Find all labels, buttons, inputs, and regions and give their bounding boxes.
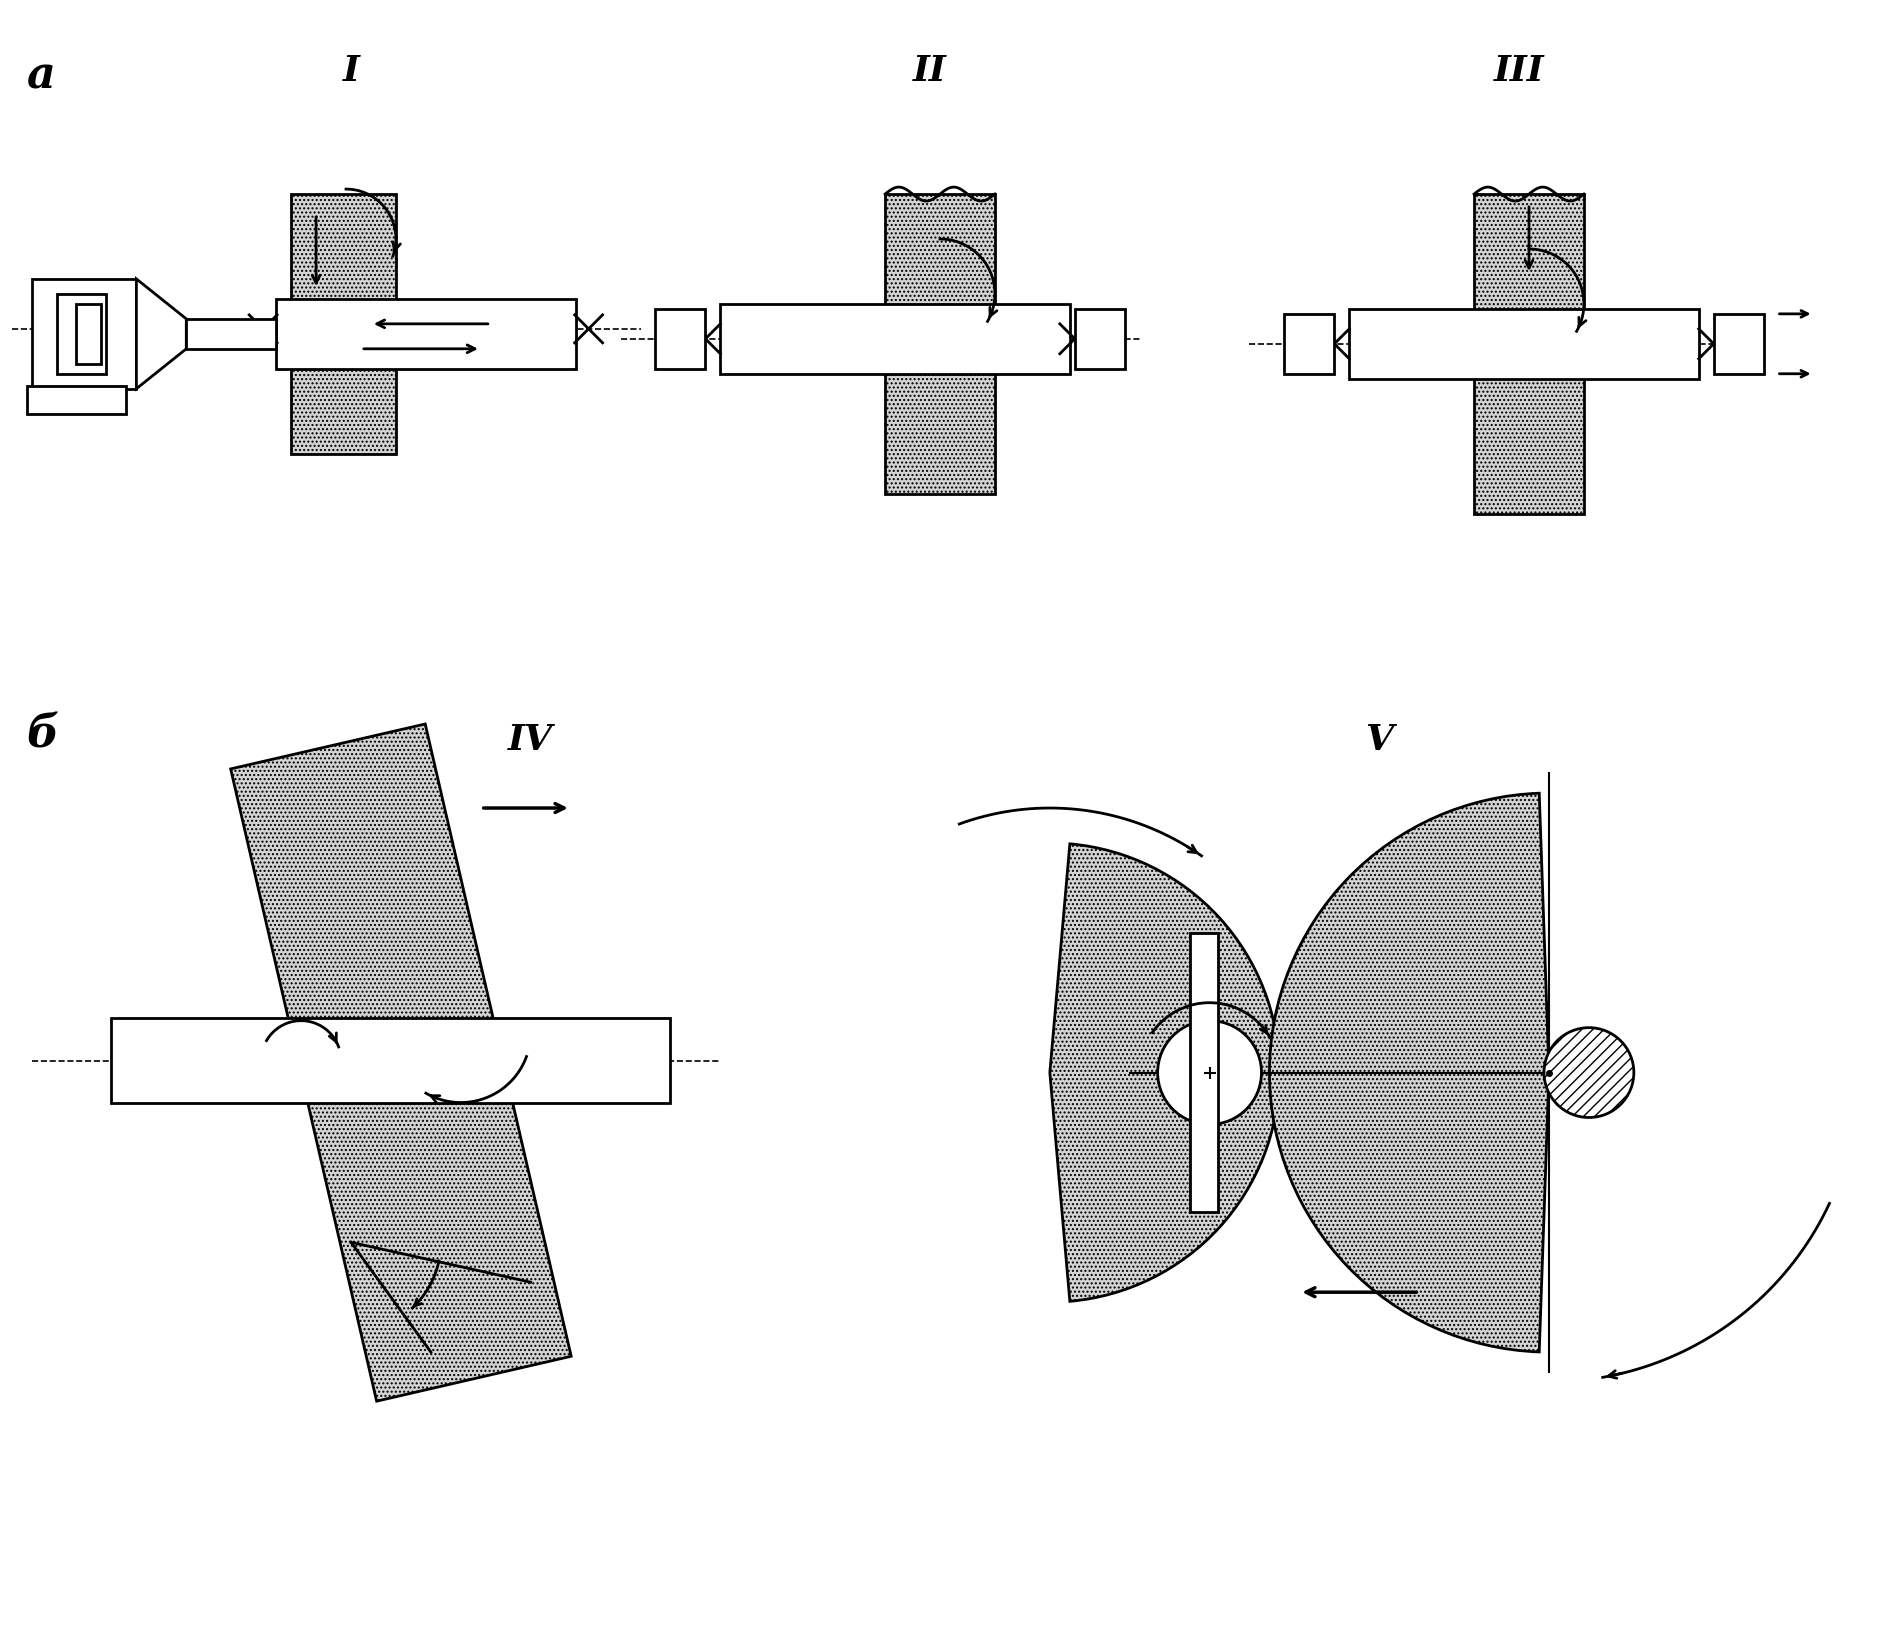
Bar — [884, 194, 995, 493]
Bar — [655, 309, 706, 368]
Wedge shape — [1270, 794, 1549, 1352]
Bar — [1285, 314, 1334, 373]
Circle shape — [1543, 1027, 1634, 1117]
Bar — [57, 294, 106, 373]
Bar — [27, 386, 127, 414]
Bar — [1074, 309, 1126, 368]
Bar — [76, 304, 101, 363]
Text: a: a — [27, 54, 55, 97]
Bar — [721, 304, 1070, 373]
Polygon shape — [137, 279, 186, 389]
Bar — [112, 1017, 670, 1102]
Bar — [1349, 309, 1699, 380]
Text: IV: IV — [509, 723, 552, 757]
Text: б: б — [27, 713, 59, 756]
Text: I: I — [342, 54, 359, 89]
Bar — [275, 299, 575, 368]
Text: III: III — [1494, 54, 1545, 89]
Bar — [32, 279, 137, 389]
Wedge shape — [1050, 845, 1279, 1301]
Polygon shape — [232, 725, 571, 1401]
Text: V: V — [1365, 723, 1393, 757]
Bar — [186, 319, 275, 348]
Bar — [1714, 314, 1763, 373]
Bar — [1190, 933, 1217, 1213]
Bar — [290, 194, 397, 453]
Circle shape — [1158, 1020, 1262, 1124]
Bar — [1475, 194, 1585, 514]
Text: II: II — [913, 54, 947, 89]
